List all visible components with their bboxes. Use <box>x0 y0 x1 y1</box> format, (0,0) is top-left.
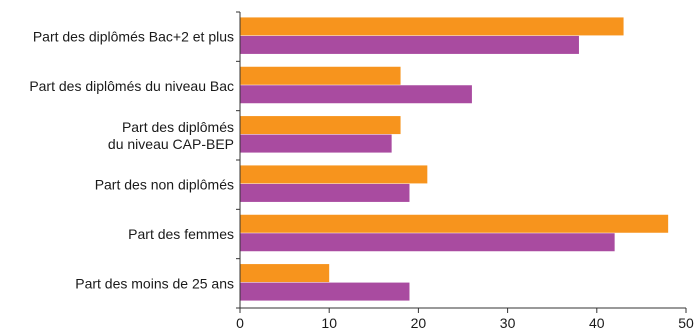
x-tick-label: 50 <box>678 315 694 331</box>
category-label: du niveau CAP-BEP <box>108 136 234 152</box>
bar-series-1-cat-1 <box>240 17 624 36</box>
x-tick-label: 30 <box>500 315 516 331</box>
bar-series-2-cat-3 <box>240 134 392 153</box>
category-labels: Part des diplômés Bac+2 et plus Part des … <box>29 29 234 292</box>
x-tick-label: 20 <box>411 315 427 331</box>
bar-series-2-cat-4 <box>240 183 410 202</box>
category-label: Part des diplômés <box>122 119 234 135</box>
bars-group <box>240 17 669 301</box>
category-label: Part des non diplômés <box>95 177 234 193</box>
bar-series-2-cat-1 <box>240 35 579 54</box>
bar-series-1-cat-4 <box>240 165 428 184</box>
bar-series-1-cat-3 <box>240 116 401 135</box>
category-label: Part des diplômés du niveau Bac <box>29 78 234 94</box>
x-tick-label: 0 <box>236 315 244 331</box>
bar-series-2-cat-6 <box>240 282 410 301</box>
bar-series-1-cat-6 <box>240 264 330 283</box>
category-label: Part des diplômés Bac+2 et plus <box>33 29 234 45</box>
bar-series-1-cat-2 <box>240 66 401 85</box>
bar-series-1-cat-5 <box>240 214 669 233</box>
category-label: Part des femmes <box>128 226 234 242</box>
bar-series-2-cat-2 <box>240 85 472 104</box>
x-tick-label: 10 <box>321 315 337 331</box>
x-tick-label: 40 <box>589 315 605 331</box>
category-label: Part des moins de 25 ans <box>75 275 234 291</box>
bar-series-2-cat-5 <box>240 233 615 252</box>
axes-group: 0 10 20 30 40 50 <box>236 11 694 331</box>
